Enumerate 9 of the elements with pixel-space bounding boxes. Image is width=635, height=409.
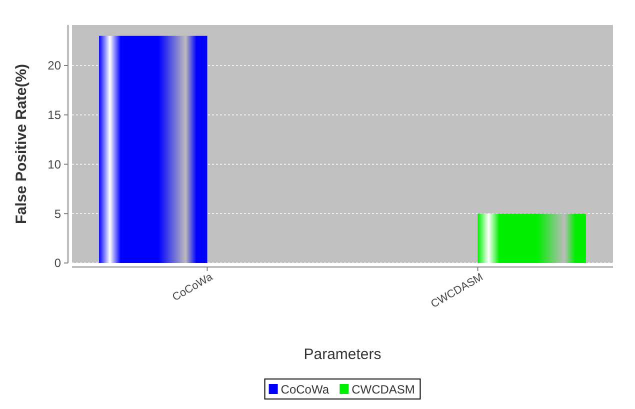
y-tick-label: 5 [54, 206, 62, 221]
y-tick-label: 10 [48, 157, 62, 172]
y-tick-label: 0 [54, 256, 62, 270]
y-tick-label: 15 [48, 108, 62, 122]
legend-label: CWCDASM [352, 382, 415, 396]
x-axis-title: Parameters [304, 346, 382, 363]
y-axis-title: False Positive Rate(%) [13, 64, 30, 224]
y-tick-label: 20 [48, 58, 62, 73]
legend-label: CoCoWa [280, 382, 330, 396]
